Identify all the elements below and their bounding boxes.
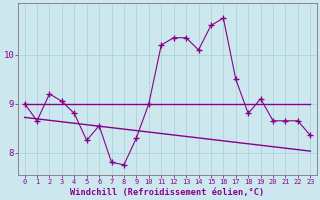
X-axis label: Windchill (Refroidissement éolien,°C): Windchill (Refroidissement éolien,°C): [70, 188, 265, 197]
